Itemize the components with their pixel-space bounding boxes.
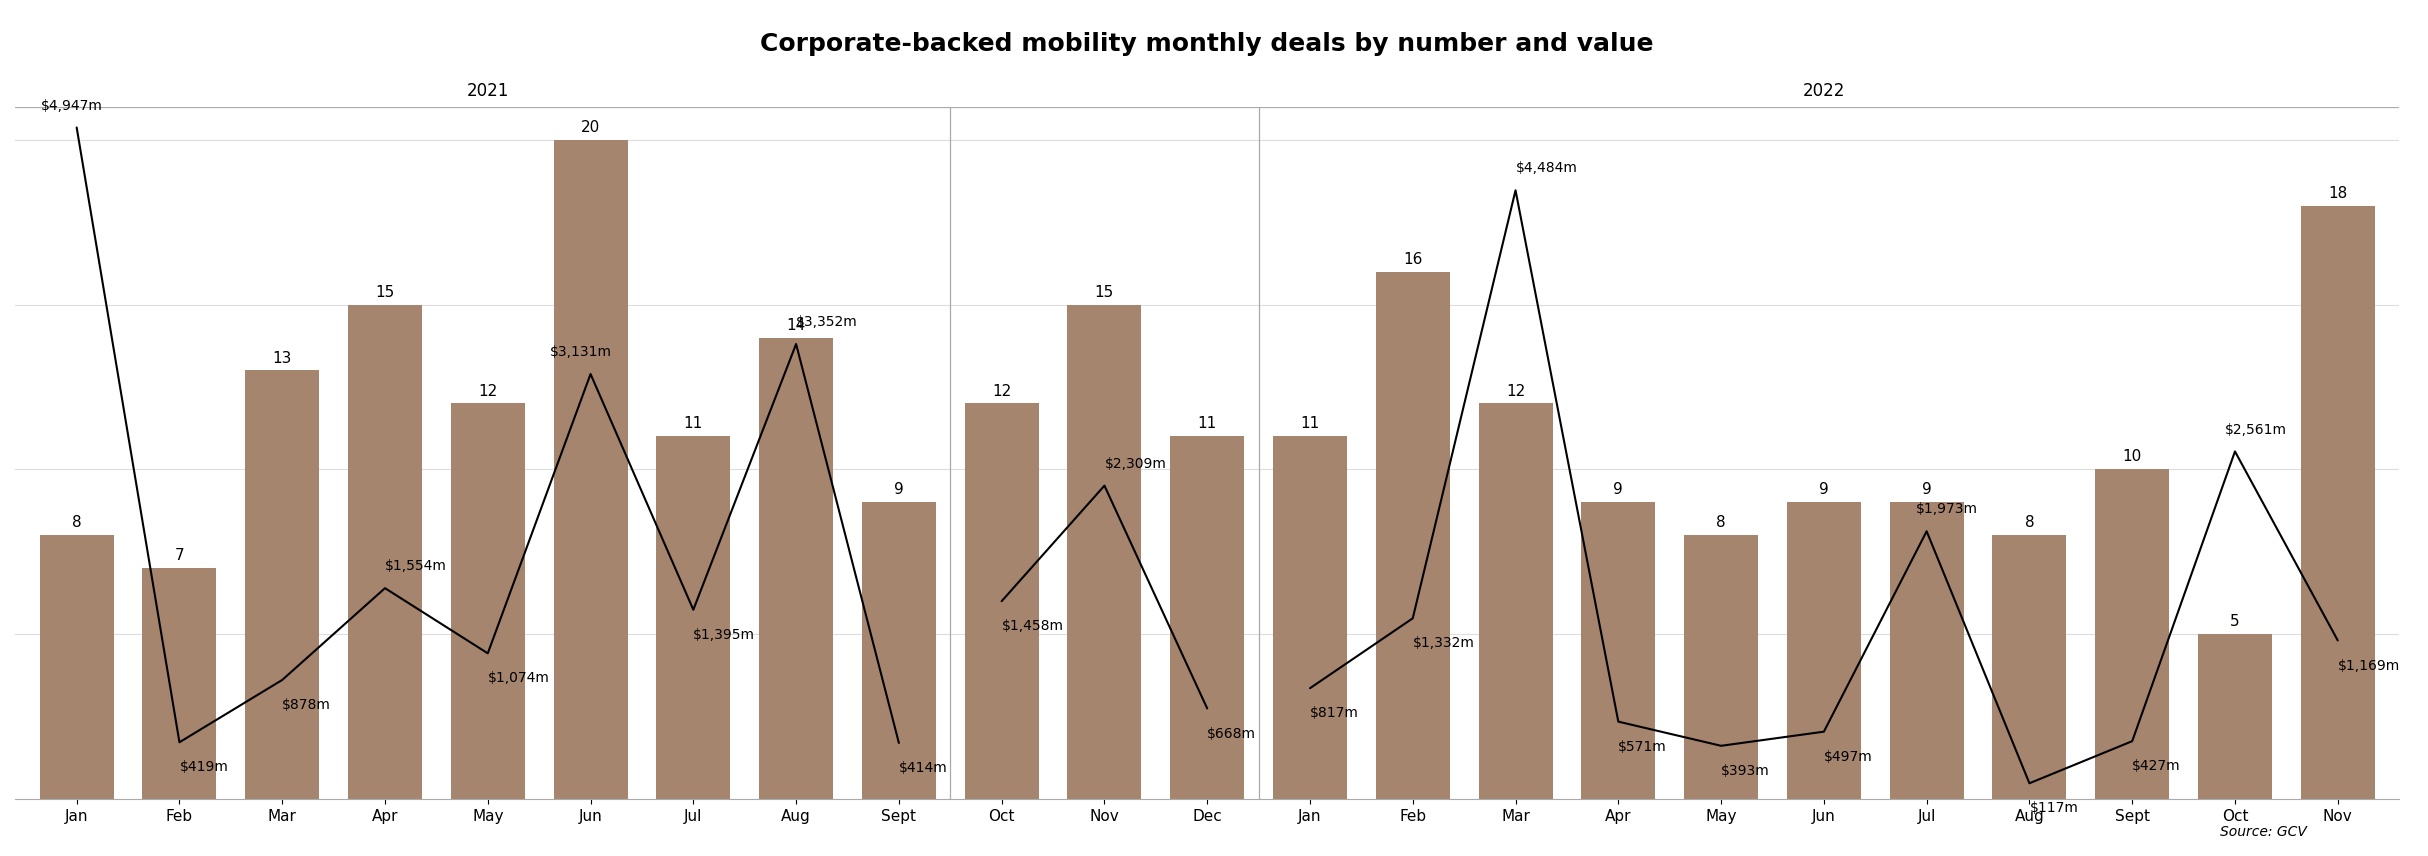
Bar	[656, 437, 731, 800]
Bar	[2302, 205, 2375, 800]
Text: $497m: $497m	[1823, 750, 1872, 764]
Text: $3,352m: $3,352m	[796, 315, 857, 330]
Title: Corporate-backed mobility monthly deals by number and value: Corporate-backed mobility monthly deals …	[760, 33, 1653, 56]
Text: 9: 9	[894, 483, 903, 497]
Text: 9: 9	[1923, 483, 1933, 497]
Text: $1,332m: $1,332m	[1413, 636, 1474, 651]
Text: 12: 12	[993, 383, 1012, 399]
Text: $2,309m: $2,309m	[1105, 457, 1165, 471]
Text: Source: GCV: Source: GCV	[2219, 825, 2307, 839]
Bar	[1377, 271, 1450, 800]
Bar	[143, 568, 216, 800]
Bar	[1993, 535, 2066, 800]
Text: 12: 12	[1505, 383, 1525, 399]
Bar	[2095, 469, 2168, 800]
Bar	[760, 337, 833, 800]
Text: $117m: $117m	[2030, 801, 2078, 816]
Bar	[39, 535, 114, 800]
Text: 8: 8	[73, 515, 83, 531]
Text: $419m: $419m	[180, 760, 228, 775]
Text: $1,973m: $1,973m	[1916, 502, 1979, 516]
Bar	[452, 403, 524, 800]
Text: $1,458m: $1,458m	[1003, 620, 1063, 633]
Text: 20: 20	[580, 120, 600, 134]
Text: $1,554m: $1,554m	[386, 559, 447, 574]
Text: $414m: $414m	[898, 761, 947, 775]
Text: $1,169m: $1,169m	[2338, 658, 2399, 673]
Text: 5: 5	[2231, 615, 2239, 629]
Text: 9: 9	[1615, 483, 1624, 497]
Text: $1,395m: $1,395m	[694, 628, 755, 642]
Bar	[1068, 305, 1141, 800]
Bar	[1170, 437, 1243, 800]
Bar	[1685, 535, 1758, 800]
Text: 8: 8	[2025, 515, 2035, 531]
Text: $571m: $571m	[1619, 740, 1668, 754]
Text: $878m: $878m	[282, 698, 330, 712]
Text: $2,561m: $2,561m	[2224, 423, 2287, 437]
Bar	[964, 403, 1039, 800]
Text: 11: 11	[685, 417, 704, 431]
Text: $393m: $393m	[1721, 764, 1770, 778]
Text: $427m: $427m	[2132, 759, 2180, 773]
Text: 2022: 2022	[1802, 82, 1845, 100]
Bar	[245, 371, 318, 800]
Bar	[1272, 437, 1348, 800]
Text: 7: 7	[175, 549, 185, 563]
Text: $4,484m: $4,484m	[1515, 162, 1578, 175]
Text: 11: 11	[1301, 417, 1318, 431]
Text: 15: 15	[1095, 284, 1114, 300]
Bar	[1581, 502, 1656, 800]
Text: 10: 10	[2122, 449, 2141, 465]
Bar	[554, 140, 626, 800]
Text: 13: 13	[272, 351, 291, 366]
Bar	[2197, 634, 2273, 800]
Text: $817m: $817m	[1311, 706, 1360, 721]
Text: 11: 11	[1197, 417, 1216, 431]
Text: $3,131m: $3,131m	[549, 345, 612, 360]
Bar	[1889, 502, 1964, 800]
Text: 14: 14	[787, 318, 806, 333]
Bar	[1787, 502, 1860, 800]
Text: 9: 9	[1819, 483, 1828, 497]
Text: 15: 15	[376, 284, 396, 300]
Bar	[862, 502, 935, 800]
Text: $668m: $668m	[1207, 727, 1255, 740]
Text: $1,074m: $1,074m	[488, 671, 549, 686]
Text: 18: 18	[2328, 186, 2348, 200]
Text: 2021: 2021	[466, 82, 510, 100]
Bar	[347, 305, 422, 800]
Text: 8: 8	[1717, 515, 1726, 531]
Text: $4,947m: $4,947m	[41, 98, 102, 113]
Text: 12: 12	[478, 383, 498, 399]
Text: 16: 16	[1403, 252, 1423, 266]
Bar	[1479, 403, 1551, 800]
